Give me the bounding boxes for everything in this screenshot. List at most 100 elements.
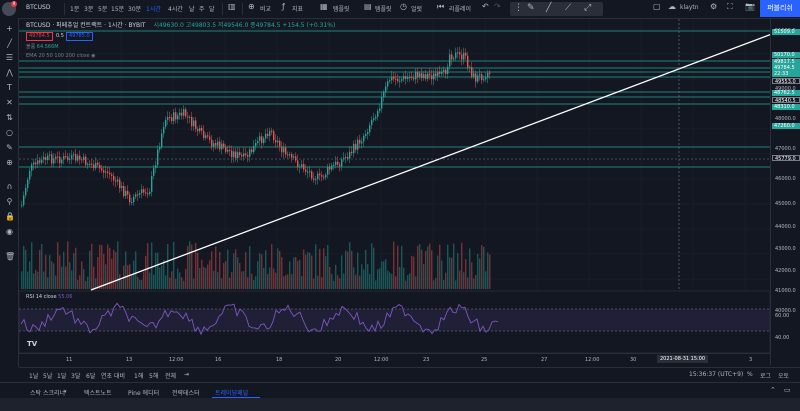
volume-bar (421, 249, 423, 289)
line-tool-icon[interactable]: ╱ (546, 3, 552, 13)
candle-body (175, 112, 177, 120)
price-level-label: 48540.5 (772, 97, 800, 104)
volume-bar (195, 243, 197, 289)
collapse-panel-icon[interactable]: ⌃ (770, 386, 776, 394)
pattern-icon[interactable]: ⋀ (6, 68, 13, 77)
lock-icon[interactable]: 🔒 (5, 212, 15, 221)
grip-icon[interactable]: ⋮ (514, 3, 523, 13)
auto-toggle[interactable]: 오토 (778, 373, 790, 380)
price-chart[interactable] (19, 19, 770, 368)
tab-pine-editor[interactable]: Pine 에디터 (128, 390, 160, 397)
time-axis[interactable]: 2021-08-31 15:00 11 13 12:00 16 18 20 12:00 23 2… (19, 353, 770, 366)
date-range-bar: 1날 5날 1달 3달 6달 연초 대비 1해 5해 전체 ⇥ 15:36:37… (19, 367, 800, 382)
candle-body (289, 154, 291, 156)
ruler-icon[interactable]: ✎ (6, 143, 13, 152)
replay-icon[interactable]: ⏮ (437, 2, 445, 11)
compare-plus-icon[interactable]: ⊕ (248, 2, 255, 11)
replay-button[interactable]: 리플레이 (449, 6, 472, 13)
templates-button[interactable]: 템플릿 (333, 6, 350, 13)
tab-stock-screener[interactable]: 스탁 스크리너 (30, 390, 66, 397)
interval-4h[interactable]: 4시간 (168, 6, 183, 13)
fullscreen-icon[interactable]: ⛶ (727, 2, 733, 11)
tab-text-notes[interactable]: 텍스트노트 (84, 390, 112, 397)
interval-1M[interactable]: 달 (209, 6, 215, 13)
template-icon[interactable]: ▦ (320, 2, 328, 11)
cloud-icon[interactable]: ☁ (668, 2, 676, 11)
alert-button[interactable]: 얼럿 (411, 6, 423, 13)
candle-body (373, 118, 375, 120)
volume-bar (141, 279, 143, 289)
interval-5m[interactable]: 5분 (98, 6, 108, 13)
zoom-icon[interactable]: ⊕ (6, 158, 13, 167)
candle-body (75, 154, 77, 161)
lock-draw-icon[interactable]: ⚲ (6, 197, 13, 206)
symbol-search[interactable]: BTCUSD (26, 4, 51, 11)
shape-icon[interactable]: ○ (6, 128, 13, 137)
range-1y[interactable]: 1해 (134, 373, 144, 380)
trash-icon[interactable]: 🗑 (5, 252, 16, 261)
tab-trading-panel[interactable]: 트레이딩패널 (215, 390, 249, 397)
range-5y[interactable]: 5해 (149, 373, 159, 380)
percent-toggle[interactable]: % (747, 371, 753, 378)
layout-name[interactable]: klaytn (680, 4, 699, 11)
camera-icon[interactable]: 📷 (745, 2, 755, 11)
redo-icon[interactable]: ↷ (494, 2, 501, 11)
interval-30m[interactable]: 30분 (128, 6, 142, 13)
tab-strategy-tester[interactable]: 전략테스터 (172, 390, 200, 397)
range-3m[interactable]: 3달 (71, 373, 81, 380)
goto-date-icon[interactable]: ⇥ (184, 371, 190, 378)
compare-button[interactable]: 비교 (260, 6, 272, 13)
eye-icon[interactable]: ◉ (6, 227, 13, 236)
undo-icon[interactable]: ↶ (482, 2, 489, 11)
range-6m[interactable]: 6달 (86, 373, 96, 380)
maximize-panel-icon[interactable]: ▭ (784, 386, 791, 394)
interval-1d[interactable]: 날 (189, 6, 195, 13)
range-1m[interactable]: 1달 (57, 373, 67, 380)
interval-1m[interactable]: 1분 (70, 6, 80, 13)
range-5d[interactable]: 5날 (43, 373, 53, 380)
layout-icon[interactable]: ▤ (364, 2, 372, 11)
alert-clock-icon[interactable]: ◷ (400, 2, 407, 11)
interval-1h[interactable]: 1시간 (146, 6, 161, 13)
candle-body (173, 112, 175, 122)
range-all[interactable]: 전체 (165, 373, 177, 380)
time-tick-label: 12:00 (585, 357, 600, 363)
range-ytd[interactable]: 연초 대비 (101, 373, 125, 380)
ray-tool-icon[interactable]: ⟋ (565, 3, 572, 13)
interval-3m[interactable]: 3분 (84, 6, 94, 13)
interval-15m[interactable]: 15분 (111, 6, 125, 13)
chevron-down-icon[interactable]: ▾ (64, 389, 67, 395)
range-1d[interactable]: 1날 (29, 373, 39, 380)
candle-body (221, 143, 223, 150)
ruler-tool-icon[interactable]: ⤢ (584, 3, 592, 13)
price-axis[interactable]: 51500.050000.049000.048000.047000.046000… (770, 19, 800, 365)
candle-body (157, 149, 159, 166)
text-tool-icon[interactable]: T (7, 83, 12, 92)
crosshair-icon[interactable]: + (6, 24, 13, 33)
volume-bar (349, 242, 351, 289)
candle-style-icon[interactable]: ▥ (228, 2, 236, 11)
sell-price[interactable]: 49784.5 (26, 32, 53, 41)
volume-bar (193, 278, 195, 289)
top-toolbar: 9 BTCUSD 1분 3분 5분 15분 30분 1시간 4시간 날 주 달 … (0, 0, 800, 19)
layout-grid-icon[interactable]: ▢ (653, 2, 661, 11)
time-tick-label: 27 (541, 357, 548, 363)
layout-button[interactable]: 템플릿 (375, 6, 392, 13)
price-level-label: 50170.0 (772, 52, 800, 58)
trendline-icon[interactable]: ╱ (7, 39, 12, 48)
forecast-icon[interactable]: ⇅ (6, 113, 13, 122)
magnet-icon[interactable]: ∩ (6, 182, 13, 191)
clock[interactable]: 15:36:37 (UTC+9) (689, 371, 744, 378)
eye-icon[interactable]: ◉ (91, 53, 96, 59)
interval-1w[interactable]: 주 (199, 6, 205, 13)
volume-bar (447, 244, 449, 289)
projection-icon[interactable]: ✕ (6, 98, 13, 107)
pen-icon[interactable]: ✎ (527, 3, 535, 13)
buy-price[interactable]: 49785.0 (66, 32, 93, 41)
publish-button[interactable]: 퍼블리쉬 (760, 0, 800, 17)
log-toggle[interactable]: 로그 (760, 373, 772, 380)
settings-gear-icon[interactable]: ⚙ (710, 2, 718, 11)
indicators-button[interactable]: 지표 (292, 6, 304, 13)
indicator-icon[interactable]: ƒ (282, 2, 285, 11)
fib-icon[interactable]: ☰ (5, 53, 14, 62)
